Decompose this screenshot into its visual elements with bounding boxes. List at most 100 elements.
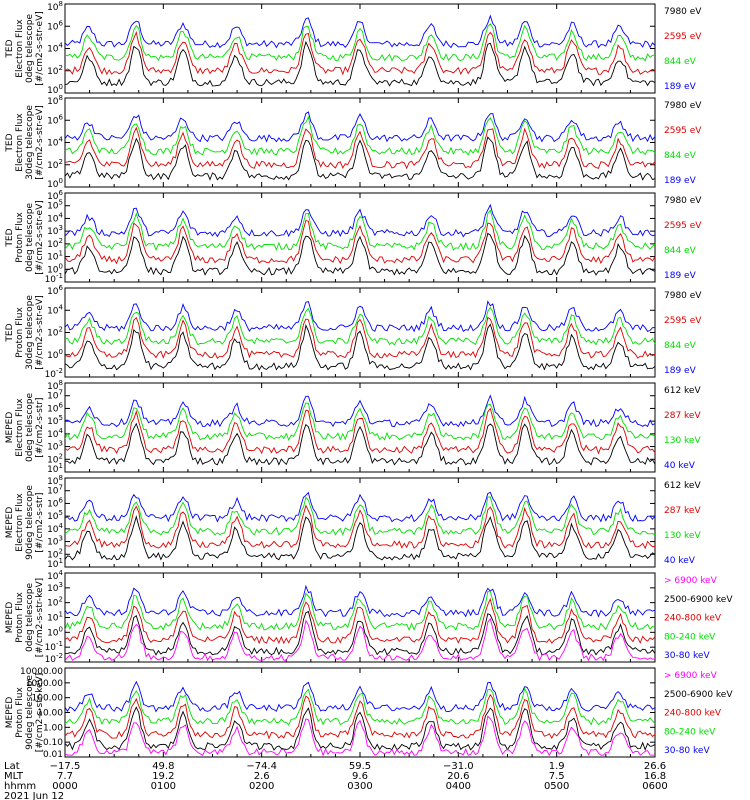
y-axis-label-line: TED bbox=[5, 323, 15, 342]
legend-entry: 30-80 keV bbox=[664, 651, 710, 661]
series-trace-blue bbox=[64, 111, 656, 143]
y-tick-label: 100 bbox=[47, 348, 63, 361]
y-tick-label: 103 bbox=[47, 440, 63, 453]
legend-entry: 40 keV bbox=[664, 556, 696, 566]
y-axis-label-line: Electron Flux bbox=[15, 113, 25, 172]
y-axis-label-line: TED bbox=[5, 39, 15, 58]
x-tick-label-mlt: 16.8 bbox=[644, 771, 666, 782]
legend-entry: 7980 eV bbox=[664, 7, 702, 17]
y-tick-label: 106 bbox=[47, 401, 63, 414]
series-trace-blue bbox=[64, 680, 656, 713]
y-axis-label-line: [#/cm2-s-str-eV] bbox=[35, 11, 45, 86]
y-axis-label-line: [#/cm2-s-str] bbox=[35, 397, 45, 457]
y-axis-label-line: [#/cm2-s-str-eV] bbox=[35, 295, 45, 370]
legend-entry: 844 eV bbox=[664, 246, 697, 256]
x-tick-label-mlt: 7.5 bbox=[549, 771, 565, 782]
x-tick-label-hhmm: 0000 bbox=[52, 781, 77, 792]
legend-entry: 2595 eV bbox=[664, 316, 702, 326]
x-tick-label-lat: 1.9 bbox=[549, 761, 565, 772]
y-axis-label-line: MEPED bbox=[5, 507, 15, 539]
y-axis-label-line: [#/cm2-s-str] bbox=[35, 492, 45, 552]
legend-entry: 2500-6900 keV bbox=[664, 690, 733, 700]
y-tick-label: 102 bbox=[47, 158, 63, 171]
y-axis-label-line: MEPED bbox=[5, 697, 15, 729]
y-tick-label: 107 bbox=[47, 389, 63, 402]
y-tick-label: 100 bbox=[47, 177, 63, 190]
series-trace-blue bbox=[64, 300, 656, 333]
y-tick-label: 105 bbox=[47, 199, 63, 212]
y-axis-label-line: [#/cm2-s-str-keV] bbox=[35, 578, 45, 657]
series-trace-green bbox=[64, 591, 656, 631]
x-tick-label-lat: −74.4 bbox=[246, 761, 277, 772]
y-tick-label: 10.00 bbox=[37, 709, 63, 719]
series-trace-black bbox=[64, 706, 656, 751]
y-tick-label: 106 bbox=[47, 19, 63, 32]
y-axis-label-line: 0deg telescope bbox=[25, 203, 35, 273]
y-tick-label: 104 bbox=[47, 303, 63, 316]
y-axis-label-line: Proton Flux bbox=[15, 307, 25, 358]
y-tick-label: 104 bbox=[47, 136, 63, 149]
legend-entry: 844 eV bbox=[664, 57, 697, 67]
y-tick-label: 104 bbox=[47, 42, 63, 55]
y-axis-label-line: Proton Flux bbox=[15, 592, 25, 643]
y-axis-label-line: 90deg telescope bbox=[25, 485, 35, 560]
legend-entry: 130 keV bbox=[664, 436, 701, 446]
y-tick-label: 104 bbox=[47, 569, 63, 582]
legend-entry: 40 keV bbox=[664, 461, 696, 471]
y-tick-label: 1000.00 bbox=[26, 679, 63, 689]
x-tick-label-hhmm: 0200 bbox=[249, 781, 274, 792]
y-tick-label: 108 bbox=[47, 94, 63, 107]
legend-entry: 189 eV bbox=[664, 271, 697, 281]
y-axis-label-line: 30deg telescope bbox=[25, 295, 35, 370]
panel-2: 100 102 104 106 108 TED Electron Flux 30deg tel… bbox=[5, 94, 702, 190]
series-trace-black bbox=[64, 323, 656, 371]
series-trace-green bbox=[64, 687, 656, 726]
series-trace-blue bbox=[64, 394, 656, 428]
y-tick-label: 10000.00 bbox=[20, 667, 63, 677]
y-tick-label: 108 bbox=[47, 379, 63, 392]
panel-4: 10-2 100 102 104 106 TED Proton Flux 30deg tele… bbox=[5, 284, 702, 380]
y-tick-label: 102 bbox=[47, 596, 63, 609]
y-tick-label: 102 bbox=[47, 547, 63, 560]
y-tick-label: 106 bbox=[47, 496, 63, 509]
series-trace-red bbox=[64, 693, 656, 740]
series-trace-green bbox=[64, 496, 656, 537]
series-trace-black bbox=[64, 40, 656, 87]
y-tick-label: 101 bbox=[47, 250, 63, 263]
x-tick-label-hhmm: 0400 bbox=[446, 781, 471, 792]
x-row-label-mlt: MLT bbox=[4, 771, 24, 782]
y-tick-label: 10-1 bbox=[45, 272, 63, 285]
y-tick-label: 106 bbox=[47, 189, 63, 202]
y-tick-label: 104 bbox=[47, 427, 63, 440]
legend-entry: 7980 eV bbox=[664, 196, 702, 206]
legend-entry: 80-240 keV bbox=[664, 632, 716, 642]
legend-entry: > 6900 keV bbox=[664, 576, 718, 586]
x-tick-label-lat: 59.5 bbox=[349, 761, 371, 772]
y-tick-label: 104 bbox=[47, 211, 63, 224]
y-tick-label: 101 bbox=[47, 611, 63, 624]
legend-entry: 189 eV bbox=[664, 82, 697, 92]
y-tick-label: 106 bbox=[47, 113, 63, 126]
legend-entry: 2500-6900 keV bbox=[664, 595, 733, 605]
legend-entry: 30-80 keV bbox=[664, 746, 710, 756]
legend-entry: 2595 eV bbox=[664, 126, 702, 136]
x-tick-label-mlt: 2.6 bbox=[254, 771, 270, 782]
legend-entry: > 6900 keV bbox=[664, 671, 718, 681]
x-row-label-hhmm: hhmm bbox=[4, 781, 36, 792]
legend-entry: 612 keV bbox=[664, 386, 701, 396]
x-tick-label-hhmm: 0600 bbox=[642, 781, 667, 792]
y-axis-label-line: [#/cm2-s-str-eV] bbox=[35, 200, 45, 275]
legend-entry: 240-800 keV bbox=[664, 709, 722, 719]
x-tick-label-lat: −17.5 bbox=[50, 761, 81, 772]
y-tick-label: 1.00 bbox=[43, 723, 63, 733]
y-axis-label-line: 0deg telescope bbox=[25, 14, 35, 84]
x-tick-label-mlt: 20.6 bbox=[447, 771, 469, 782]
series-trace-red bbox=[64, 597, 656, 645]
panel-1: 100 102 104 106 108 TED Electron Flux 0deg tele… bbox=[5, 0, 702, 96]
series-trace-blue bbox=[64, 203, 656, 238]
y-tick-label: 102 bbox=[47, 452, 63, 465]
